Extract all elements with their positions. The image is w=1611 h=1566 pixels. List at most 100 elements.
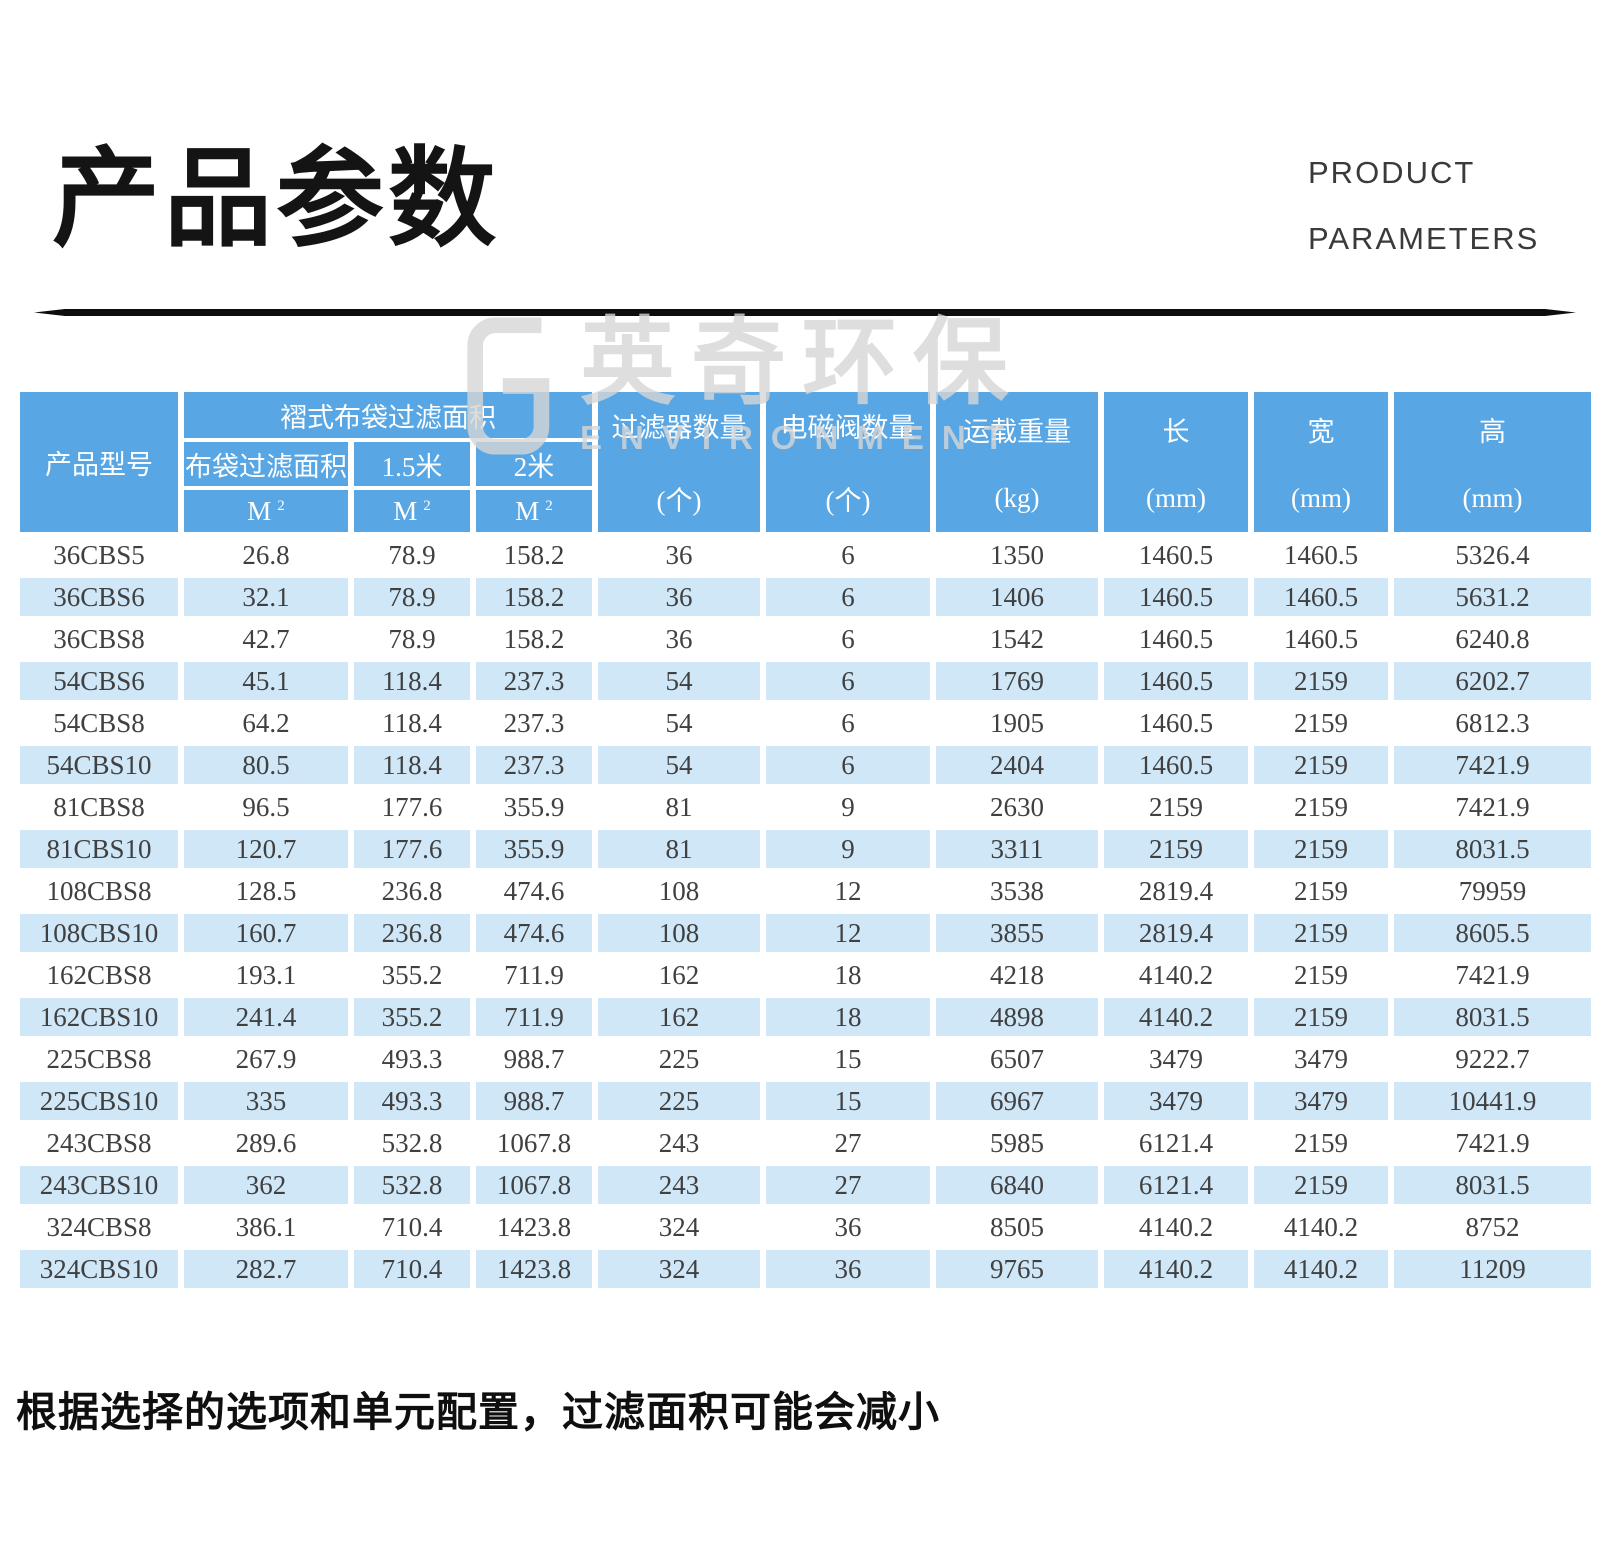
table-cell: 36 bbox=[834, 1211, 862, 1242]
table-cell: 7421.9 bbox=[1455, 959, 1530, 990]
table-cell: 2159 bbox=[1294, 959, 1348, 990]
header-width-label: 宽 bbox=[1307, 417, 1335, 447]
table-row: 162CBS8 193.1 355.2 711.9 162 18 4218 4140.2 215… bbox=[20, 956, 1591, 994]
table-cell: 8752 bbox=[1465, 1211, 1520, 1242]
table-cell: 6 bbox=[766, 578, 930, 616]
table-cell: 36CBS5 bbox=[53, 539, 145, 570]
table-cell: 4140.2 bbox=[1138, 959, 1214, 990]
table-cell: 2819.4 bbox=[1104, 914, 1248, 952]
table-cell: 128.5 bbox=[235, 875, 297, 906]
table-cell: 80.5 bbox=[184, 746, 348, 784]
table-cell: 1460.5 bbox=[1138, 623, 1214, 654]
table-cell: 9 bbox=[766, 830, 930, 868]
table-cell: 4140.2 bbox=[1104, 998, 1248, 1036]
table-cell: 10441.9 bbox=[1394, 1082, 1591, 1120]
table-cell: 1067.8 bbox=[476, 1166, 592, 1204]
table-cell: 4140.2 bbox=[1283, 1211, 1359, 1242]
table-cell: 177.6 bbox=[381, 791, 443, 822]
table-cell: 1460.5 bbox=[1138, 539, 1214, 570]
table-cell: 1350 bbox=[990, 539, 1044, 570]
table-cell: 236.8 bbox=[354, 914, 470, 952]
header-length: 长 (mm) bbox=[1104, 392, 1248, 532]
table-row: 243CBS8 289.6 532.8 1067.8 243 27 5985 6121.4 21… bbox=[20, 1124, 1591, 1162]
header-weight-label: 运载重量 bbox=[963, 417, 1071, 447]
table-cell: 45.1 bbox=[184, 662, 348, 700]
header-width: 宽 (mm) bbox=[1254, 392, 1388, 532]
table-cell: 6812.3 bbox=[1455, 707, 1530, 738]
page-subtitle: PRODUCT PARAMETERS bbox=[1308, 140, 1539, 272]
table-cell: 32.1 bbox=[184, 578, 348, 616]
table-body: 36CBS5 26.8 78.9 158.2 36 6 1350 1460.5 1460.5 53… bbox=[20, 536, 1591, 1288]
table-header: 产品型号 褶式布袋过滤面积 过滤器数量 (个) 电磁阀数量 (个) 运载重量 (… bbox=[20, 392, 1591, 532]
table-cell: 2159 bbox=[1254, 1166, 1388, 1204]
table-cell: 42.7 bbox=[242, 623, 290, 654]
table-cell: 6507 bbox=[990, 1043, 1044, 1074]
header-length-label: 长 bbox=[1162, 417, 1190, 447]
table-cell: 8031.5 bbox=[1394, 998, 1591, 1036]
table-cell: 160.7 bbox=[184, 914, 348, 952]
table-cell: 237.3 bbox=[476, 746, 592, 784]
header-length-unit: (mm) bbox=[1146, 483, 1206, 513]
table-cell: 36CBS6 bbox=[20, 578, 178, 616]
table-cell: 27 bbox=[766, 1166, 930, 1204]
table-cell: 27 bbox=[834, 1127, 862, 1158]
table-cell: 335 bbox=[184, 1082, 348, 1120]
table-cell: 3479 bbox=[1254, 1082, 1388, 1120]
header-bag-area: 布袋过滤面积 bbox=[184, 442, 348, 486]
table-cell: 36 bbox=[598, 578, 760, 616]
table-cell: 493.3 bbox=[354, 1082, 470, 1120]
table-cell: 8031.5 bbox=[1394, 1166, 1591, 1204]
table-cell: 4218 bbox=[990, 959, 1044, 990]
table-cell: 2159 bbox=[1294, 1127, 1348, 1158]
table-cell: 267.9 bbox=[235, 1043, 297, 1074]
table-cell: 158.2 bbox=[503, 539, 565, 570]
table-cell: 3479 bbox=[1149, 1043, 1203, 1074]
header-weight-unit: (kg) bbox=[994, 483, 1040, 513]
table-cell: 6121.4 bbox=[1138, 1127, 1214, 1158]
table-cell: 324 bbox=[598, 1250, 760, 1288]
table-cell: 2159 bbox=[1104, 830, 1248, 868]
page-title: 产品参数 bbox=[52, 137, 501, 262]
table-cell: 96.5 bbox=[242, 791, 290, 822]
table-cell: 7421.9 bbox=[1455, 1127, 1530, 1158]
table-cell: 2159 bbox=[1254, 914, 1388, 952]
table-cell: 162 bbox=[658, 959, 700, 990]
table-row: 81CBS8 96.5 177.6 355.9 81 9 2630 2159 2159 7421.… bbox=[20, 788, 1591, 826]
page-subtitle-line1: PRODUCT bbox=[1308, 155, 1476, 190]
page-subtitle-line2: PARAMETERS bbox=[1308, 221, 1540, 256]
table-cell: 158.2 bbox=[476, 578, 592, 616]
table-cell: 108 bbox=[598, 914, 760, 952]
table-cell: 79959 bbox=[1458, 875, 1527, 906]
header-filter-count-unit: (个) bbox=[656, 486, 702, 516]
table-cell: 355.9 bbox=[476, 830, 592, 868]
table-cell: 6 bbox=[841, 623, 855, 654]
table-cell: 78.9 bbox=[354, 578, 470, 616]
table-cell: 81 bbox=[598, 830, 760, 868]
table-row: 36CBS5 26.8 78.9 158.2 36 6 1350 1460.5 1460.5 53… bbox=[20, 536, 1591, 574]
table-cell: 988.7 bbox=[476, 1082, 592, 1120]
table-cell: 362 bbox=[184, 1166, 348, 1204]
table-cell: 241.4 bbox=[184, 998, 348, 1036]
table-cell: 6840 bbox=[936, 1166, 1098, 1204]
header-valve-count-unit: (个) bbox=[825, 486, 871, 516]
table-cell: 1423.8 bbox=[476, 1250, 592, 1288]
table-cell: 2630 bbox=[990, 791, 1044, 822]
table-cell: 8505 bbox=[990, 1211, 1044, 1242]
table-cell: 9765 bbox=[936, 1250, 1098, 1288]
table-cell: 6967 bbox=[936, 1082, 1098, 1120]
title-divider-rule bbox=[34, 309, 1576, 316]
table-cell: 54 bbox=[665, 707, 693, 738]
table-cell: 2404 bbox=[936, 746, 1098, 784]
table-cell: 225CBS8 bbox=[46, 1043, 152, 1074]
header-row-2: 布袋过滤面积 1.5米 2米 bbox=[20, 442, 1591, 486]
table-cell: 1460.5 bbox=[1104, 662, 1248, 700]
table-cell: 237.3 bbox=[503, 707, 565, 738]
table-cell: 54CBS8 bbox=[53, 707, 145, 738]
table-cell: 324 bbox=[658, 1211, 700, 1242]
table-cell: 108 bbox=[658, 875, 700, 906]
table-cell: 5985 bbox=[990, 1127, 1044, 1158]
header-row-1: 产品型号 褶式布袋过滤面积 过滤器数量 (个) 电磁阀数量 (个) 运载重量 (… bbox=[20, 392, 1591, 532]
table-cell: 3538 bbox=[990, 875, 1044, 906]
